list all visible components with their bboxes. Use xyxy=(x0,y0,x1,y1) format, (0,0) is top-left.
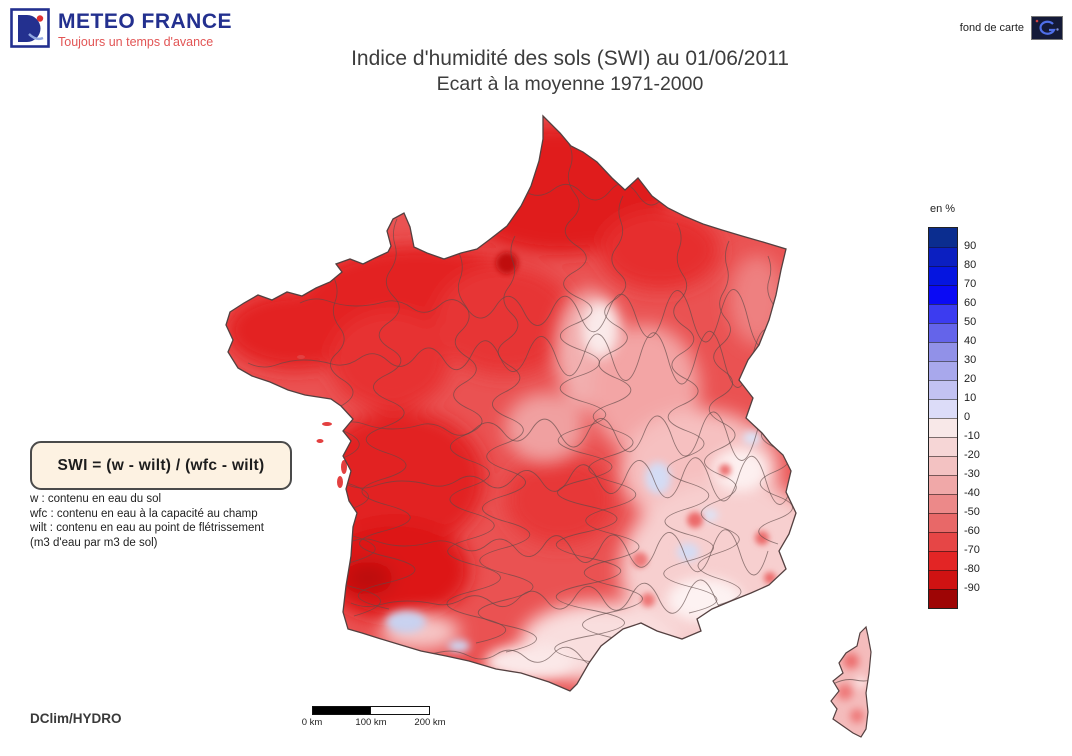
legend-color-box xyxy=(929,532,957,551)
scalebar-label-100: 100 km xyxy=(355,717,387,728)
legend-color-box xyxy=(929,456,957,475)
legend-color-box xyxy=(929,266,957,285)
scalebar-label-200: 200 km xyxy=(414,717,446,728)
title-line1: Indice d'humidité des sols (SWI) au 01/0… xyxy=(351,47,789,70)
meteo-france-logo: METEO FRANCE Toujours un temps d'avance xyxy=(10,8,232,49)
legend-color-box xyxy=(929,475,957,494)
legend-tick-label: 80 xyxy=(964,259,977,271)
scalebar-label-0: 0 km xyxy=(301,717,323,728)
legend-tick-label: 20 xyxy=(964,373,977,385)
basemap-label: fond de carte xyxy=(959,22,1024,34)
legend-tick-label: 10 xyxy=(964,392,977,404)
legend-tick-label: -60 xyxy=(964,525,980,537)
legend-tick-label: -30 xyxy=(964,468,980,480)
logo-tagline: Toujours un temps d'avance xyxy=(58,35,214,50)
legend-tick-label: -70 xyxy=(964,544,980,556)
swi-formula-text: SWI = (w - wilt) / (wfc - wilt) xyxy=(57,456,265,474)
legend-color-box xyxy=(929,418,957,437)
legend-tick-label: 50 xyxy=(964,316,977,328)
legend-color-box xyxy=(929,342,957,361)
legend-tick-label: -10 xyxy=(964,430,980,442)
legend-tick-label: 40 xyxy=(964,335,977,347)
legend-color-scale xyxy=(928,227,958,609)
legend-tick-label: 60 xyxy=(964,297,977,309)
basemap-block: fond de carte xyxy=(960,16,1063,40)
credit-label: DClim/HYDRO xyxy=(30,711,122,726)
legend-tick-label: 70 xyxy=(964,278,977,290)
legend-color-box xyxy=(929,589,957,608)
legend-color-box xyxy=(929,247,957,266)
legend-tick-label: -50 xyxy=(964,506,980,518)
scalebar: 0 km 100 km 200 km xyxy=(302,706,446,728)
legend-color-box xyxy=(929,323,957,342)
legend-color-box xyxy=(929,380,957,399)
legend-tick-label: -20 xyxy=(964,449,980,461)
formula-definition-line: wilt : contenu en eau au point de flétri… xyxy=(30,522,264,535)
legend-tick-label: -90 xyxy=(964,582,980,594)
legend-tick-label: 90 xyxy=(964,240,977,252)
formula-definition-line: (m3 d'eau par m3 de sol) xyxy=(30,537,158,550)
formula-definition-line: wfc : contenu en eau à la capacité au ch… xyxy=(30,507,258,520)
legend-tick-label: -40 xyxy=(964,487,980,499)
legend-color-box xyxy=(929,228,957,247)
legend-color-box xyxy=(929,551,957,570)
legend-unit-label: en % xyxy=(930,203,956,215)
legend-color-box xyxy=(929,570,957,589)
map-title: Indice d'humidité des sols (SWI) au 01/0… xyxy=(240,46,900,97)
legend-tick-label: 0 xyxy=(964,411,971,423)
legend-color-box xyxy=(929,494,957,513)
title-line2: Ecart à la moyenne 1971-2000 xyxy=(436,73,704,96)
scalebar-segment-0-100 xyxy=(312,706,371,715)
legend-color-box xyxy=(929,285,957,304)
legend-color-box xyxy=(929,437,957,456)
scalebar-bar xyxy=(312,706,430,715)
formula-definition-line: w : contenu en eau du sol xyxy=(30,493,162,505)
legend-color-box xyxy=(929,361,957,380)
meteo-france-logo-icon xyxy=(10,8,50,48)
legend-tick-label: 30 xyxy=(964,354,977,366)
basemap-icon[interactable] xyxy=(1031,16,1063,40)
logo-name: METEO FRANCE xyxy=(58,10,232,33)
scalebar-segment-100-200 xyxy=(371,706,430,715)
department-borders xyxy=(247,141,795,689)
formula-definitions: w : contenu en eau du sol wfc : contenu e… xyxy=(30,492,350,551)
legend-color-box xyxy=(929,399,957,418)
legend-color-box xyxy=(929,513,957,532)
swi-formula-box: SWI = (w - wilt) / (wfc - wilt) xyxy=(30,441,292,490)
legend-tick-label: -80 xyxy=(964,563,980,575)
legend-color-box xyxy=(929,304,957,323)
legend: 90 80 70 60 50 40 30 20 10 0 -10 -20 -30 -40 -50 -60 -70… xyxy=(928,227,980,609)
coastal-islands xyxy=(297,355,347,488)
